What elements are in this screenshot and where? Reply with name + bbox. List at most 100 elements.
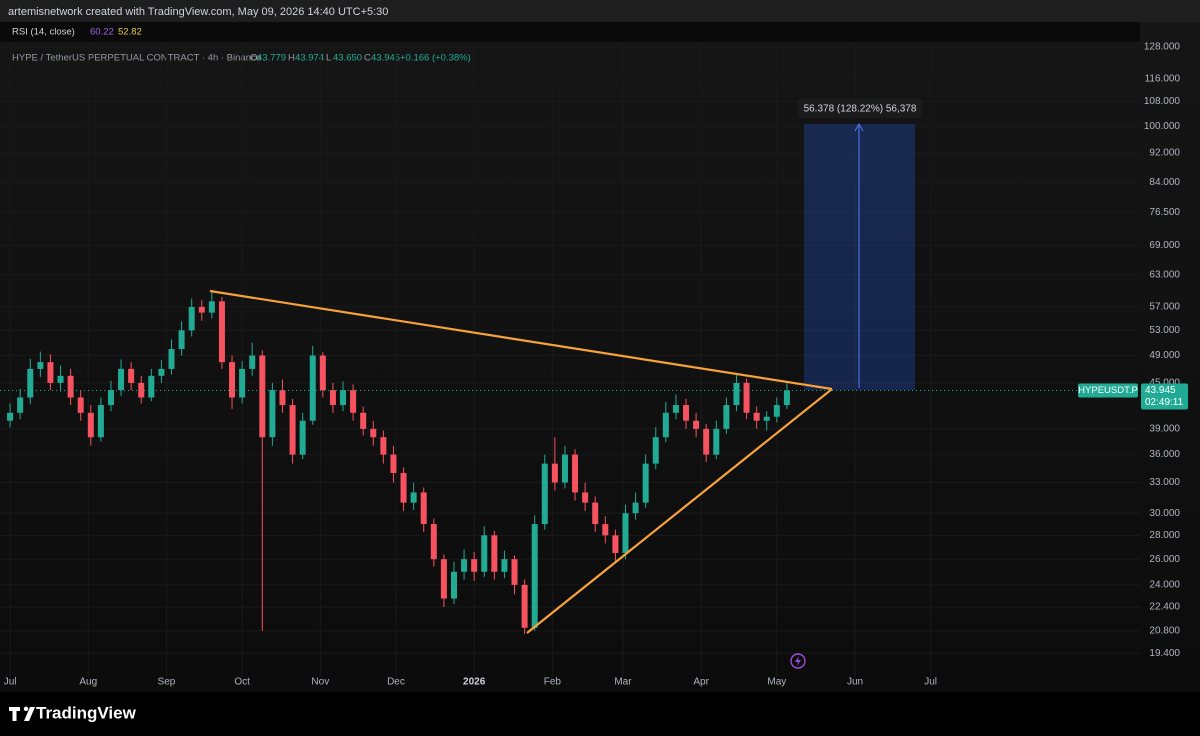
symbol-tag [1078,383,1138,398]
candle-body [138,382,145,398]
y-tick-label: 116.000 [1145,73,1181,84]
change: +0.166 (+0.38%) [400,53,471,64]
candle-body [561,454,568,483]
candle-body [178,330,185,350]
event-icon-bolt[interactable] [795,656,801,666]
candle-body [410,492,417,503]
price-tag-text: 43.945 [1145,385,1176,396]
candle-body [309,355,316,421]
candle-body [652,437,659,464]
candle-body [198,306,205,313]
candle-body [430,524,437,560]
ohlc-label: L [326,53,331,64]
candle-body [713,428,720,455]
x-tick-label: Jul [4,677,17,688]
y-tick-label: 39.000 [1149,424,1180,435]
y-tick-label: 30.000 [1149,508,1180,519]
symbol-tag-text: HYPEUSDT.P [1078,385,1138,396]
y-tick-label: 63.000 [1149,269,1180,280]
event-icon[interactable] [790,653,806,669]
candle-body [481,535,488,572]
brand-mark [9,706,35,721]
candle-body [622,513,629,554]
grid [0,42,1140,677]
ohlc-value: 43.650 [333,53,362,64]
candle-body [47,362,54,383]
y-tick-label: 19.400 [1149,648,1180,659]
candle-body [319,355,326,391]
candle-body [501,559,508,572]
candle-body [743,382,750,413]
candle-body [239,368,246,398]
x-tick-label: Feb [544,677,562,688]
candle-body [67,375,74,398]
y-tick-label: 20.800 [1149,625,1180,636]
candle-body [188,306,195,331]
y-tick-label: 100.000 [1144,121,1181,132]
candle-body [592,502,599,525]
candle-body [229,362,236,398]
candle-body [350,390,357,413]
candle-body [450,571,457,599]
candle-body [329,390,336,406]
candle-body [97,405,104,438]
indicator-value: 52.82 [118,27,142,38]
candle-body [279,390,286,406]
candle-body [521,584,528,628]
ohlc-value: 43.974 [295,53,324,64]
candle-body [158,368,165,376]
ohlc-legend: O 43.779 H 43.974 L 43.650 C 43.945 [250,53,400,64]
ohlc-value: 43.945 [371,53,400,64]
candle-body [551,463,558,483]
x-tick-label: Sep [158,677,176,688]
indicator-value: 60.22 [90,27,114,38]
y-tick-label: 108.000 [1144,96,1181,107]
annotations: 56.378 (128.22%) 56,378 [798,99,922,390]
candle-body [17,397,24,413]
countdown-text: 02:49:11 [1145,397,1184,408]
candle-body [541,463,548,525]
y-tick-label: 92.000 [1149,148,1180,159]
trendline [526,388,833,634]
credit: artemisnetwork created with TradingView.… [8,6,388,18]
candle-body [683,405,690,421]
x-tick-label: Aug [79,677,97,688]
brand-name: TradingView [36,703,137,722]
event-icon-circle[interactable] [790,653,806,669]
x-tick-label: Oct [234,677,250,688]
axes: 128.000 116.000 108.000 100.000 92.000 84.000… [0,42,1188,688]
y-tick-label: 49.000 [1149,350,1180,361]
x-tick-label: 2026 [463,677,486,688]
candle-body [340,390,347,406]
x-tick-label: Mar [614,677,632,688]
candle-body [662,412,669,438]
y-tick-label: 26.000 [1149,554,1180,565]
candle-body [370,428,377,438]
x-tick-label: Jun [847,677,863,688]
measure-arrowhead [854,122,864,132]
x-tick-label: May [767,677,786,688]
candle-body [612,535,619,554]
indicator-name: RSI (14, close) [12,27,75,38]
candle-body [27,368,34,398]
candle-body [37,362,44,369]
candle-body [400,472,407,503]
candle-body [360,412,367,429]
candle-body [148,375,155,398]
candle-body [7,412,14,421]
y-tick-label: 53.000 [1149,325,1180,336]
candle-body [773,405,780,417]
candle-body [440,559,447,599]
candle-body [703,428,710,455]
y-tick-label: 36.000 [1149,449,1180,460]
candle-body [693,420,700,429]
chart-background [0,0,1200,692]
y-tick-label: 45.000 [1149,378,1180,389]
y-tick-label: 28.000 [1149,530,1180,541]
x-tick-label: Jul [924,677,937,688]
candle-body [128,368,135,383]
candle-body [642,463,649,503]
candle-body [511,559,518,585]
candle-body [602,524,609,536]
brand-logo [9,706,35,721]
